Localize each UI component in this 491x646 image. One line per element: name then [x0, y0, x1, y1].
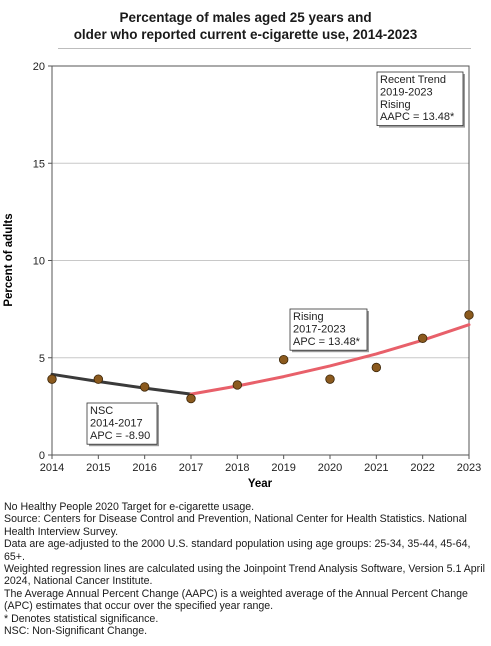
x-tick-label: 2017: [179, 462, 203, 474]
x-tick-label: 2022: [410, 462, 434, 474]
data-point: [325, 374, 335, 384]
y-axis-ticks: 0 5 10 15 20: [33, 61, 52, 462]
data-point: [139, 382, 150, 392]
nsc-trend-label-line: NSC: [90, 405, 113, 417]
recent-trend-label-line: Recent Trend: [380, 74, 446, 86]
y-tick-label: 20: [33, 61, 45, 73]
x-axis-ticks: 2014 2015 2016 2017 2018 2019 2020 2021 2022 2023: [40, 455, 481, 474]
observed-points: [47, 310, 474, 404]
data-point: [232, 380, 243, 390]
data-point: [371, 362, 382, 373]
trend-lines: [50, 323, 471, 396]
data-point: [464, 310, 474, 320]
nsc-trend-label-box: [86, 402, 158, 445]
data-point: [47, 374, 57, 384]
footnote: No Healthy People 2020 Target for e-ciga…: [4, 501, 255, 513]
x-tick-label: 2020: [318, 462, 342, 474]
x-tick-label: 2023: [457, 462, 481, 474]
recent-trend-label-line: 2019-2023: [380, 86, 433, 98]
data-point: [278, 354, 289, 365]
chart-title: Percentage of males aged 25 years and ol…: [0, 9, 491, 43]
footnote: Data are age-adjusted to the 2000 U.S. s…: [4, 538, 471, 563]
x-tick-label: 2019: [271, 462, 295, 474]
data-point: [417, 333, 428, 344]
y-tick-label: 5: [39, 353, 45, 365]
recent-trend-label-line: AAPC = 13.48*: [380, 111, 455, 123]
x-tick-label: 2015: [86, 462, 110, 474]
line-chart: 0 5 10 15 20 2014 2015 2016 2017 2018 2019 2020 202…: [3, 61, 481, 490]
x-tick-label: 2016: [132, 462, 156, 474]
rising-trend-label-line: Rising: [293, 311, 324, 323]
footnotes: No Healthy People 2020 Target for e-ciga…: [4, 501, 488, 637]
y-axis-label: Percent of adults: [3, 213, 15, 306]
x-tick-label: 2014: [40, 462, 64, 474]
recent-trend-label-line: Rising: [380, 99, 411, 111]
x-tick-label: 2018: [225, 462, 249, 474]
rising-trend-label-box: [289, 308, 368, 351]
x-axis-label: Year: [248, 478, 273, 490]
chart-title-line-2: older who reported current e-cigarette u…: [73, 27, 418, 42]
footnote: NSC: Non-Significant Change.: [4, 625, 148, 638]
x-tick-label: 2021: [364, 462, 388, 474]
trend-line-1: [50, 372, 193, 396]
title-divider: [58, 48, 471, 49]
footnote: Weighted regression lines are calculated…: [4, 563, 485, 588]
chart-title-line-1: Percentage of males aged 25 years and: [119, 10, 372, 25]
recent-trend-label-box: [376, 71, 464, 126]
y-tick-label: 0: [39, 450, 45, 462]
footnote: The Average Annual Percent Change (AAPC)…: [4, 587, 468, 613]
y-tick-label: 15: [33, 158, 45, 170]
footnote: Source: Centers for Disease Control and …: [4, 513, 467, 538]
rising-trend-label-line: APC = 13.48*: [293, 336, 361, 348]
y-tick-label: 10: [33, 256, 45, 268]
footnote: * Denotes statistical significance.: [4, 612, 159, 625]
data-point: [93, 374, 104, 384]
grid-lines: [52, 162, 469, 359]
rising-trend-label-line: 2017-2023: [293, 323, 346, 335]
data-point: [186, 393, 196, 404]
nsc-trend-label-line: APC = -8.90: [90, 430, 150, 442]
nsc-trend-label-line: 2014-2017: [90, 417, 143, 429]
